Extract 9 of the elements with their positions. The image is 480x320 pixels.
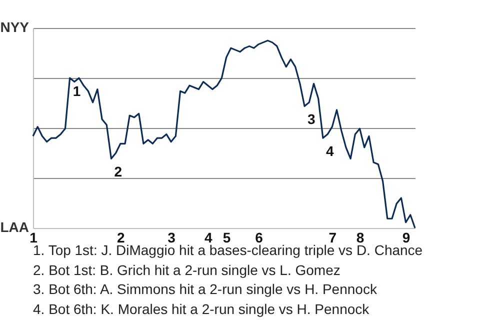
- annotation: 3: [308, 111, 316, 128]
- text: 4. Bot 6th: K. Morales hit a 2-run single vs H. Pennock: [33, 300, 370, 319]
- text: NYY: [0, 19, 30, 35]
- annotation: 1: [72, 83, 81, 100]
- text: 3. Bot 6th: A. Simmons hit a 2-run single vs H. Pennock: [33, 280, 378, 299]
- annotation: 4: [326, 143, 334, 160]
- text: 2. Bot 1st: B. Grich hit a 2-run single vs L. Gomez: [33, 260, 342, 280]
- annotation: 2: [114, 164, 122, 180]
- text: LAA: [0, 219, 29, 235]
